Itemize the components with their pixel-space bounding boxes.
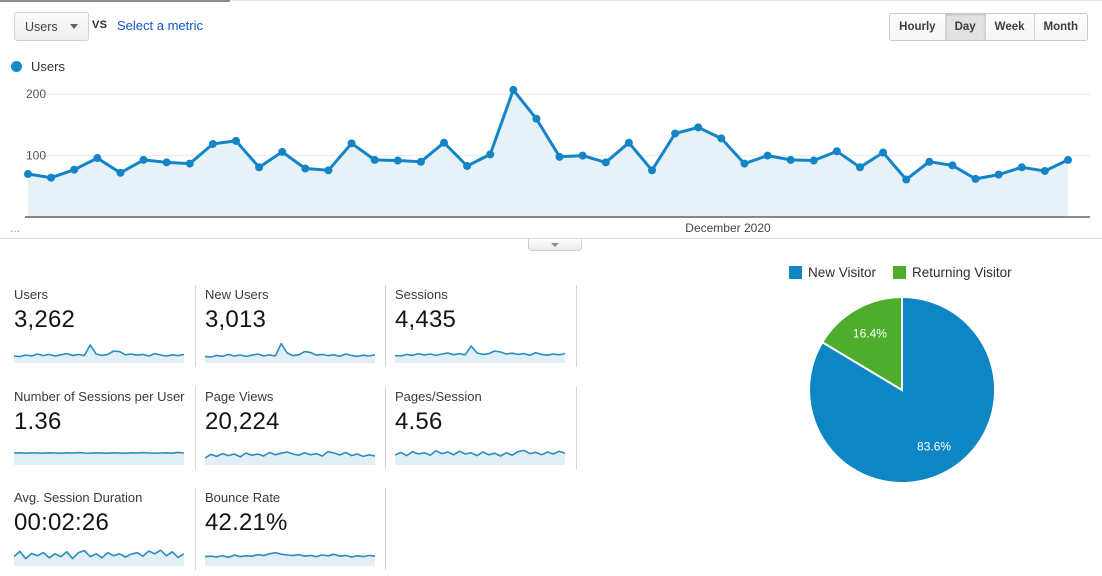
users-series-dot-icon [11, 61, 22, 72]
users-series-label: Users [31, 59, 65, 74]
returning-visitor-label: Returning Visitor [912, 265, 1012, 280]
scorecard-label: Number of Sessions per User [14, 389, 185, 404]
returning-visitor-swatch-icon [893, 266, 907, 279]
scorecard-sparkline [395, 449, 565, 465]
scorecard-value: 3,262 [14, 306, 76, 333]
scorecard-sparkline [395, 345, 565, 363]
scorecard-sparkline [14, 451, 184, 465]
visitor-type-pie-chart[interactable]: 83.6% 16.4% [780, 282, 1030, 507]
new-visitor-label: New Visitor [808, 265, 877, 280]
svg-text:16.4%: 16.4% [853, 326, 887, 340]
granularity-week-button[interactable]: Week [984, 14, 1034, 40]
scorecard-sparkline [205, 551, 375, 566]
legend-item-returning-visitor: Returning Visitor [893, 265, 1012, 280]
scorecard-value: 00:02:26 [14, 509, 110, 536]
scorecard-pages-per-session: Pages/Session 4.56 [395, 387, 577, 469]
new-visitor-swatch-icon [789, 266, 802, 279]
annotations-collapse-tab[interactable] [528, 239, 582, 251]
scorecard-sessions-per-user: Number of Sessions per User 1.36 [14, 387, 196, 469]
active-tab-edge [0, 0, 230, 2]
metric-selector-dropdown[interactable]: Users [14, 12, 89, 41]
scorecard-value: 3,013 [205, 306, 267, 333]
top-divider [0, 0, 1102, 1]
vs-label: vs [92, 19, 108, 31]
scorecard-value: 1.36 [14, 408, 62, 435]
scorecard-label: Avg. Session Duration [14, 490, 143, 505]
dropdown-caret-icon [69, 24, 78, 29]
scorecard-label: Sessions [395, 287, 448, 302]
scorecard-sparkline [14, 549, 184, 566]
scorecard-bounce-rate: Bounce Rate 42.21% [205, 488, 386, 570]
svg-text:200: 200 [26, 87, 46, 101]
visitor-type-legend: New Visitor Returning Visitor [789, 265, 1012, 280]
granularity-day-button[interactable]: Day [944, 14, 985, 40]
svg-text:100: 100 [26, 149, 46, 163]
scorecard-value: 42.21% [205, 509, 288, 536]
chart-series-legend: Users [11, 59, 65, 74]
scorecard-value: 20,224 [205, 408, 280, 435]
scorecard-value: 4.56 [395, 408, 443, 435]
scorecard-label: Users [14, 287, 48, 302]
scorecard-label: Bounce Rate [205, 490, 281, 505]
scorecard-sparkline [205, 450, 375, 465]
scorecard-value: 4,435 [395, 306, 457, 333]
scorecard-sessions: Sessions 4,435 [395, 285, 577, 367]
users-line-chart[interactable]: 100 200 [0, 85, 1102, 235]
granularity-toggle-group: Hourly Day Week Month [889, 13, 1088, 41]
legend-item-new-visitor: New Visitor [789, 265, 876, 280]
metric-selector-label: Users [25, 19, 58, 34]
scorecard-users: Users 3,262 [14, 285, 196, 367]
x-axis-month-label: December 2020 [685, 221, 771, 235]
scorecard-page-views: Page Views 20,224 [205, 387, 386, 469]
scorecard-new-users: New Users 3,013 [205, 285, 386, 367]
scorecard-label: Page Views [205, 389, 274, 404]
granularity-month-button[interactable]: Month [1033, 14, 1087, 40]
scorecard-avg-session-duration: Avg. Session Duration 00:02:26 [14, 488, 196, 570]
select-a-metric-link[interactable]: Select a metric [117, 18, 203, 33]
granularity-hourly-button[interactable]: Hourly [890, 14, 945, 40]
scorecard-label: Pages/Session [395, 389, 482, 404]
x-axis-overflow-label: ... [10, 221, 21, 235]
chart-footer-divider [0, 238, 1102, 239]
scorecard-label: New Users [205, 287, 269, 302]
svg-text:83.6%: 83.6% [917, 440, 951, 454]
collapse-chevron-icon [551, 242, 559, 247]
scorecard-sparkline [205, 342, 375, 363]
scorecard-sparkline [14, 344, 184, 363]
